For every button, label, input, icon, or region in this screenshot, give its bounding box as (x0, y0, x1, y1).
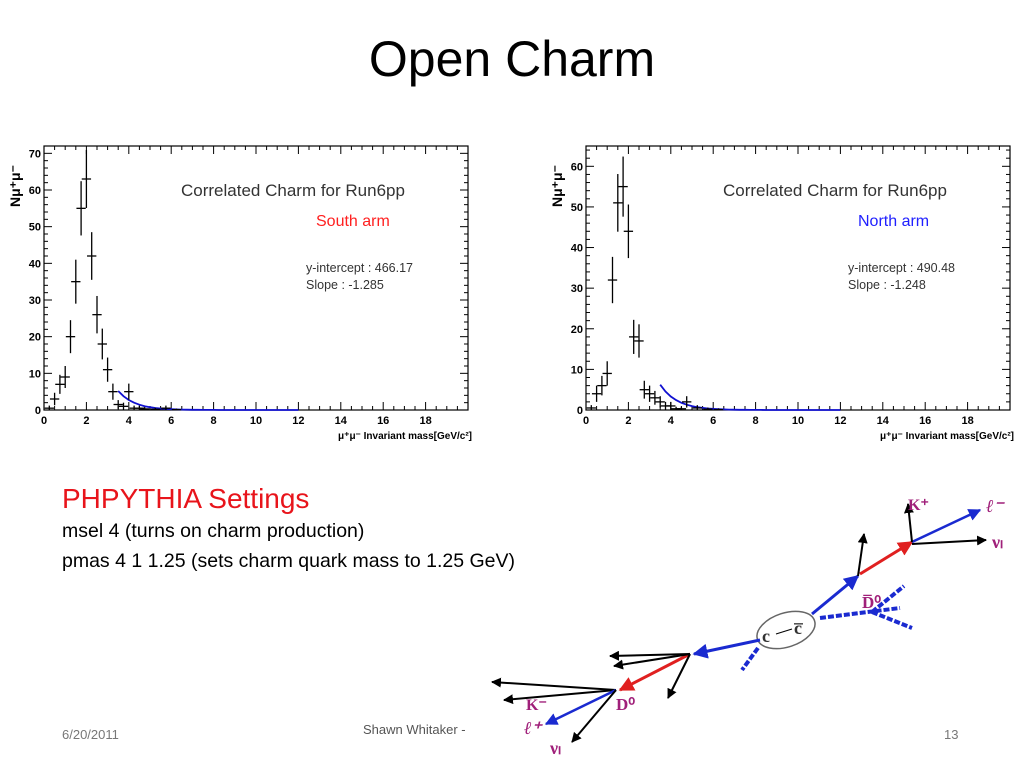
x-tick-label: 18 (961, 415, 973, 427)
plot-group: 0 2 4 6 8 10 12 14 16 18 0 10 20 30 40 50 60 70 Correlated… (7, 145, 472, 442)
fit-annotation: Slope : -1.285 (306, 278, 384, 292)
north-arm-plot: 0 2 4 6 8 10 12 14 16 18 0 10 20 30 40 50 60 Correlated C… (549, 145, 1014, 442)
arrow-up-2 (903, 503, 914, 543)
x-tick-label: 8 (211, 415, 217, 427)
x-axis-label: μ⁺μ⁻ Invariant mass[GeV/c²] (880, 431, 1014, 442)
fit-annotation: y-intercept : 466.17 (306, 261, 413, 275)
x-tick-label: 0 (41, 415, 47, 427)
x-tick-label: 0 (583, 415, 589, 427)
y-tick-label: 70 (29, 148, 41, 160)
blue-upper-track (811, 574, 860, 616)
red-lower-track (618, 652, 691, 692)
y-tick-label: 0 (35, 405, 41, 417)
plot-frame (43, 145, 469, 411)
x-tick-label: 14 (877, 415, 890, 427)
x-tick-label: 6 (168, 415, 174, 427)
ccbar-link (775, 628, 793, 635)
south-arm-plot: 0 2 4 6 8 10 12 14 16 18 0 10 20 30 40 50 60 70 Correlated… (7, 145, 472, 442)
label-d0-top: D̅⁰ (862, 593, 881, 612)
label-nu-top: νₗ (991, 532, 1003, 552)
y-tick-label: 50 (29, 222, 41, 234)
x-tick-label: 8 (753, 415, 759, 427)
fit-curve (659, 384, 841, 411)
charm-decay-diagram: c c̅ K⁺ ℓ⁻ νₗ D̅⁰ K⁻ ℓ⁺ νₗ D⁰ (491, 496, 1006, 758)
x-tick-label: 16 (377, 415, 389, 427)
fit-curve (117, 390, 299, 411)
south-arm-chart: 0 2 4 6 8 10 12 14 16 18 0 10 20 30 40 50 60 70 Correlated… (6, 138, 476, 444)
arrow-up-1 (857, 533, 868, 577)
jet-3 (871, 610, 913, 630)
y-tick-label: 60 (29, 185, 41, 197)
label-cbar: c̅ (793, 618, 803, 638)
label-d0-bottom: D⁰ (616, 695, 635, 714)
x-tick-label: 10 (250, 415, 262, 427)
jet-2 (870, 584, 906, 614)
label-kplus: K⁺ (908, 497, 929, 514)
plot-frame (585, 145, 1011, 411)
slide-title: Open Charm (368, 31, 656, 87)
nu-bottom-track (571, 689, 617, 743)
x-tick-label: 10 (792, 415, 804, 427)
arrow-left-1 (609, 650, 691, 661)
chart-subtitle: South arm (316, 213, 390, 230)
x-tick-label: 2 (625, 415, 631, 427)
kminus-track (544, 688, 617, 726)
x-tick-label: 4 (668, 415, 675, 427)
y-tick-label: 10 (29, 368, 41, 380)
x-tick-label: 18 (419, 415, 431, 427)
blue-stub (740, 646, 760, 672)
settings-heading: PHPYTHIA Settings (62, 483, 310, 514)
y-tick-label: 40 (29, 258, 41, 270)
arrow-left-2 (613, 653, 691, 670)
footer-author: Shawn Whitaker - (363, 722, 466, 737)
fit-annotation: Slope : -1.248 (848, 278, 926, 292)
arrow-left-3 (491, 677, 617, 691)
y-tick-label: 30 (29, 295, 41, 307)
nu-top-track (911, 535, 987, 546)
footer-page-number: 13 (944, 727, 959, 742)
settings-line-msel: msel 4 (turns on charm production) (62, 520, 365, 542)
x-tick-label: 16 (919, 415, 931, 427)
footer-date: 6/20/2011 (62, 727, 119, 742)
x-axis-label: μ⁺μ⁻ Invariant mass[GeV/c²] (338, 431, 472, 442)
x-tick-label: 12 (292, 415, 304, 427)
x-tick-label: 14 (335, 415, 348, 427)
settings-block: PHPYTHIA Settings msel 4 (turns on charm… (62, 482, 515, 576)
y-axis-label: Nμ⁺μ⁻ (549, 165, 565, 207)
chart-subtitle: North arm (858, 213, 929, 230)
x-tick-label: 2 (83, 415, 89, 427)
arrow-down-1 (667, 653, 691, 699)
chart-title: Correlated Charm for Run6pp (723, 181, 947, 200)
label-lplus: ℓ⁺ (524, 718, 544, 738)
north-arm-chart: 0 2 4 6 8 10 12 14 16 18 0 10 20 30 40 50 60 Correlated C… (548, 138, 1018, 444)
blue-lower-track (692, 638, 761, 659)
red-upper-track (859, 540, 914, 576)
label-nu-bottom: νₗ (549, 738, 561, 758)
y-tick-label: 20 (29, 332, 41, 344)
y-tick-label: 20 (571, 324, 583, 336)
plot-group: 0 2 4 6 8 10 12 14 16 18 0 10 20 30 40 50 60 Correlated C… (549, 145, 1014, 442)
x-tick-label: 4 (126, 415, 133, 427)
arrow-left-4 (503, 689, 617, 705)
label-c: c (762, 626, 770, 646)
label-kminus: K⁻ (526, 697, 547, 714)
kplus-track (911, 508, 982, 544)
y-axis-label: Nμ⁺μ⁻ (7, 165, 23, 207)
y-tick-label: 50 (571, 202, 583, 214)
y-tick-label: 0 (577, 405, 583, 417)
y-tick-label: 30 (571, 283, 583, 295)
y-tick-label: 40 (571, 243, 583, 255)
chart-title: Correlated Charm for Run6pp (181, 181, 405, 200)
fit-annotation: y-intercept : 490.48 (848, 261, 955, 275)
x-tick-label: 12 (834, 415, 846, 427)
y-tick-label: 60 (571, 161, 583, 173)
jet-1 (819, 606, 901, 620)
x-tick-label: 6 (710, 415, 716, 427)
y-tick-label: 10 (571, 364, 583, 376)
settings-line-pmas: pmas 4 1 1.25 (sets charm quark mass to … (62, 550, 516, 572)
label-lminus: ℓ⁻ (986, 496, 1006, 516)
